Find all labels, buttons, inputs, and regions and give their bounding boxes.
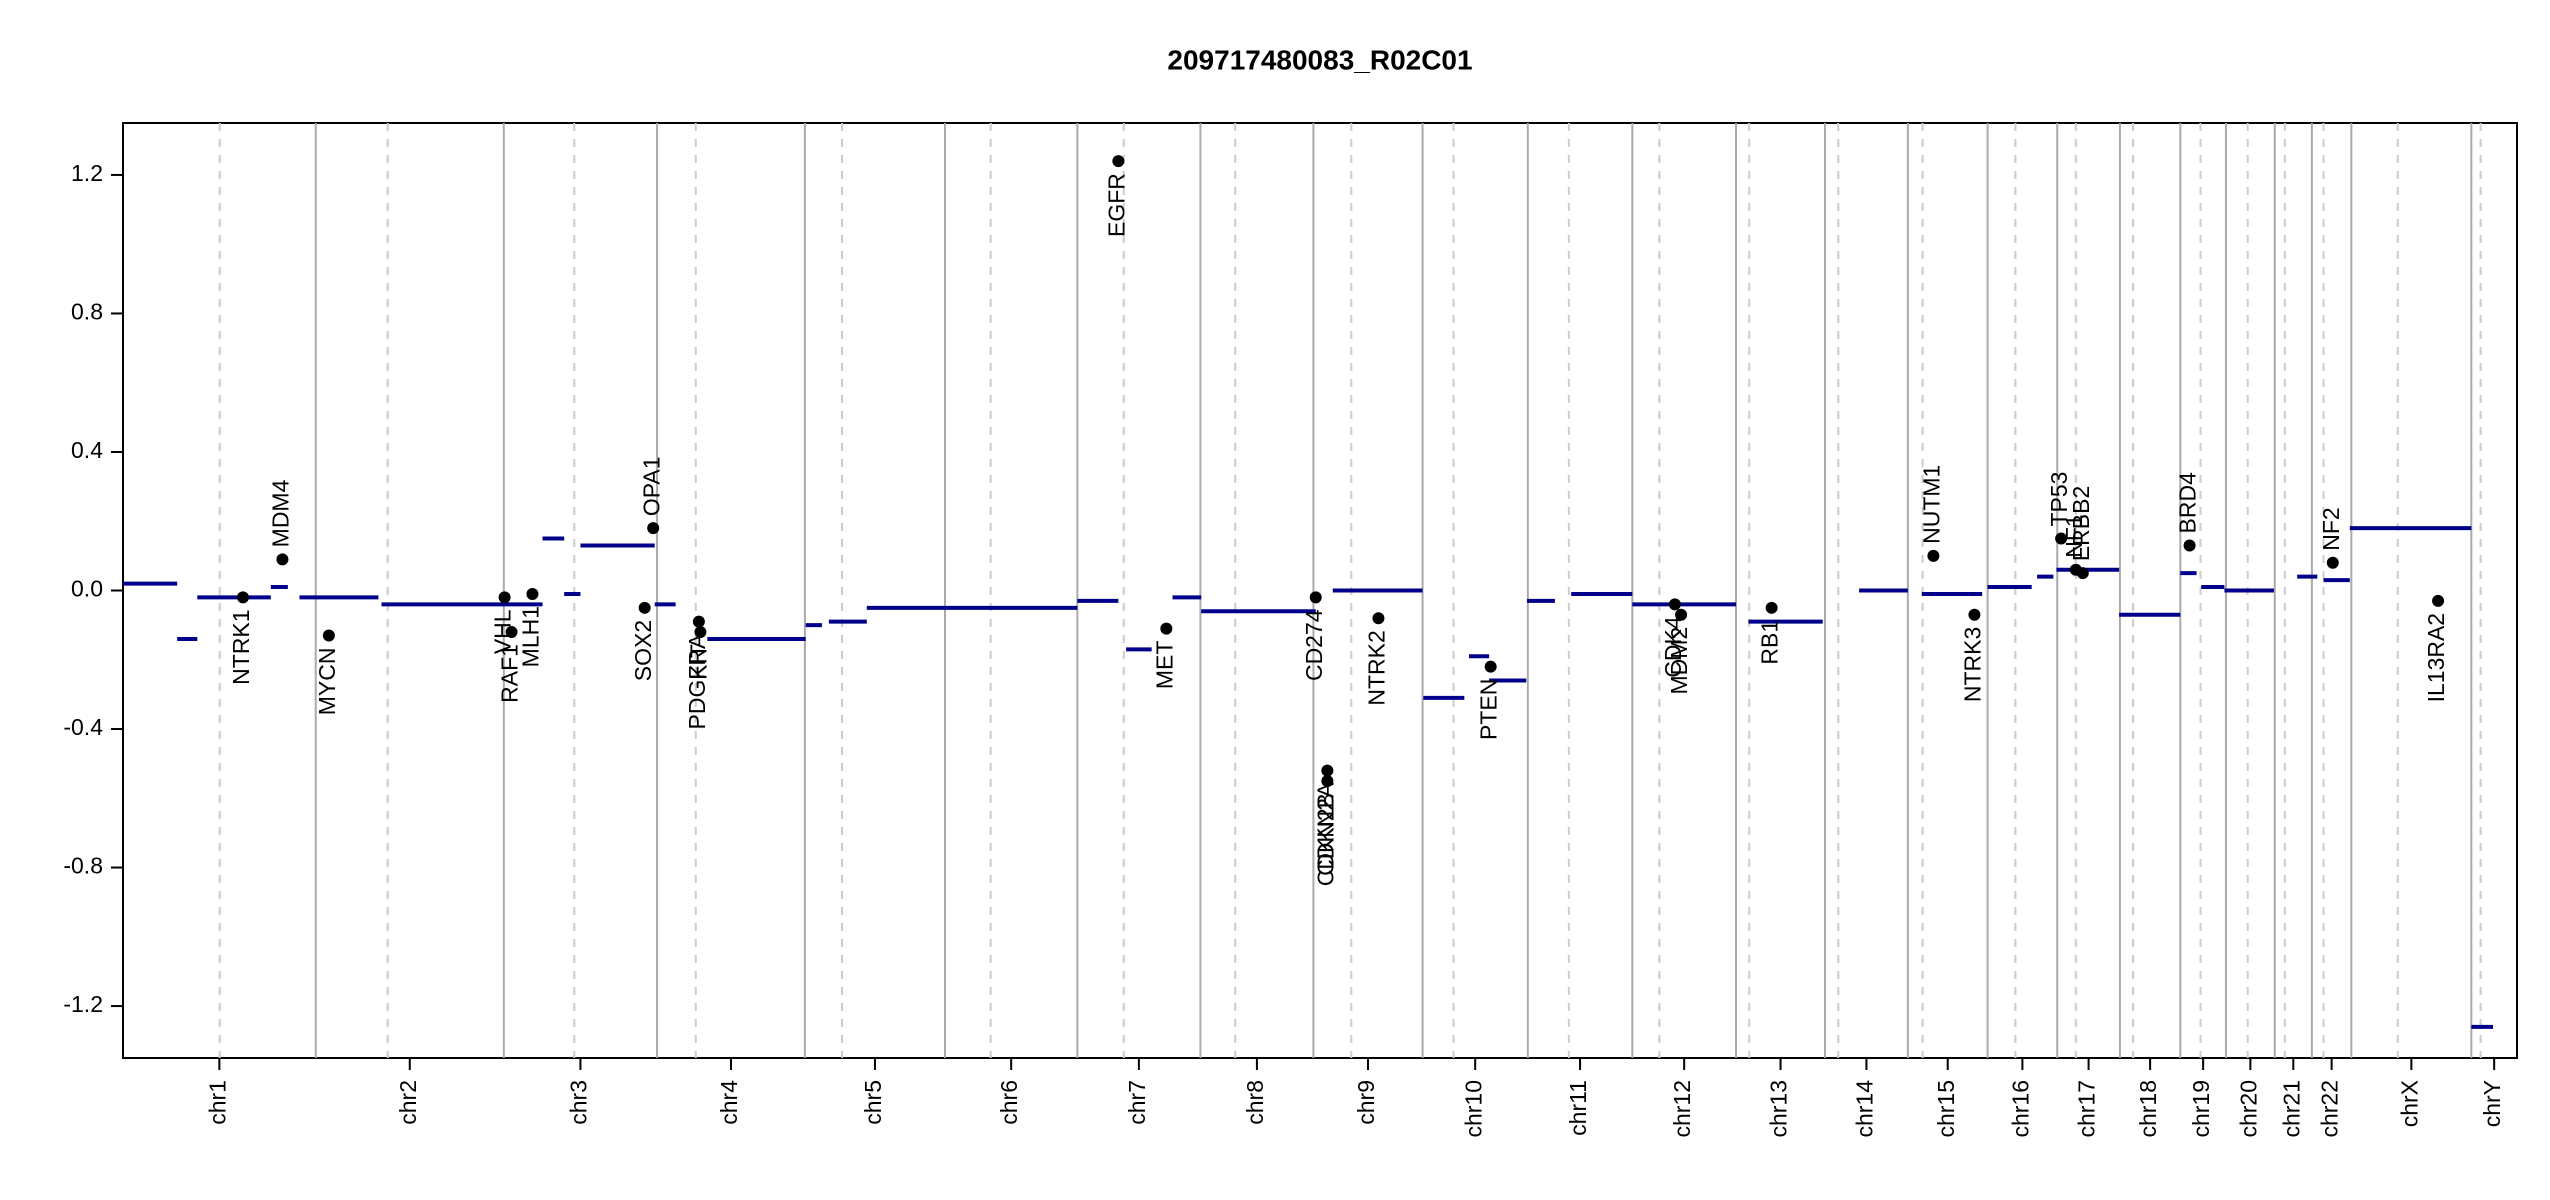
x-tick-label: chr15 [1933,1080,1959,1138]
x-tick-label: chr13 [1766,1080,1792,1138]
x-tick-label: chr16 [2007,1080,2033,1138]
gene-point [1484,660,1497,673]
gene-point [2076,567,2089,580]
gene-point [1372,612,1385,625]
gene-point [2432,594,2445,607]
y-tick-label: -0.4 [63,714,103,740]
gene-point [1675,608,1688,621]
gene-label: MYCN [314,648,340,716]
gene-label: NF1 [2061,514,2087,557]
gene-point [1112,155,1125,168]
chart-title: 209717480083_R02C01 [1167,44,1472,75]
gene-label: NUTM1 [1918,465,1944,544]
gene-label: CDK4 [1660,616,1686,678]
x-tick-label: chr21 [2278,1080,2304,1138]
gene-label: CDKN2B [1312,793,1338,886]
gene-point [505,626,518,639]
y-tick-label: 1.2 [71,160,103,186]
gene-label: MDM2 [1666,627,1692,695]
x-tick-label: chr6 [996,1080,1022,1125]
gene-point [1668,598,1681,611]
x-tick-label: chr17 [2074,1080,2100,1138]
x-tick-label: chr14 [1852,1080,1878,1138]
gene-point [526,587,539,600]
x-tick-label: chr18 [2135,1080,2161,1138]
gene-point [1321,774,1334,787]
gene-point [276,553,289,566]
x-tick-label: chr7 [1124,1080,1150,1125]
y-tick-label: 0.4 [71,437,103,463]
gene-label: EGFR [1103,173,1129,237]
gene-label: NTRK2 [1364,630,1390,705]
x-tick-label: chrX [2396,1080,2422,1127]
y-tick-label: -0.8 [63,853,103,879]
gene-label: NTRK1 [228,609,254,684]
x-tick-label: chr22 [2317,1080,2343,1138]
x-tick-label: chr2 [395,1080,421,1125]
x-tick-label: chr1 [204,1080,230,1125]
gene-point [498,591,511,604]
x-tick-label: chr8 [1242,1080,1268,1125]
x-tick-label: chr10 [1460,1080,1486,1138]
plot-frame [122,122,2518,1059]
gene-point [647,522,660,535]
gene-point [2183,539,2196,552]
gene-point [1765,601,1778,614]
x-tick-label: chr5 [860,1080,886,1125]
gene-point [694,626,707,639]
gene-label: RAF1 [497,644,523,703]
x-tick-label: chr12 [1669,1080,1695,1138]
gene-point [322,629,335,642]
gene-label: MDM4 [268,479,294,547]
gene-point [1927,549,1940,562]
x-tick-label: chrY [2479,1080,2505,1127]
gene-point [2055,532,2068,545]
gene-point [1309,591,1322,604]
gene-label: NF2 [2318,507,2344,550]
x-tick-label: chr4 [716,1080,742,1125]
x-tick-label: chr19 [2188,1080,2214,1138]
gene-label: MET [1151,641,1177,690]
gene-label: RB1 [1757,620,1783,665]
gene-point [692,615,705,628]
x-tick-label: chr20 [2235,1080,2261,1138]
gene-point [1321,764,1334,777]
gene-label: NTRK3 [1960,627,1986,702]
gene-point [236,591,249,604]
x-tick-label: chr9 [1353,1080,1379,1125]
gene-label: CD274 [1301,609,1327,681]
gene-label: BRD4 [2175,472,2201,534]
y-tick-label: 0.0 [71,576,103,602]
gene-point [638,601,651,614]
x-tick-label: chr11 [1565,1080,1591,1136]
gene-label: CDKN2A [1312,782,1338,876]
y-tick-label: -1.2 [63,991,103,1017]
gene-label: SOX2 [630,620,656,681]
gene-label: PDGFRA [684,633,710,730]
gene-label: IL13RA2 [2423,613,2449,703]
gene-point [2326,556,2339,569]
gene-label: OPA1 [638,457,664,517]
x-tick-label: chr3 [566,1080,592,1125]
gene-label: KIT [685,644,711,680]
gene-label: MLH1 [518,606,544,667]
gene-label: ERBB2 [2068,486,2094,561]
gene-point [1160,622,1173,635]
gene-label: PTEN [1476,679,1502,740]
gene-point [1968,608,1981,621]
gene-label: TP53 [2046,472,2072,527]
y-tick-label: 0.8 [71,299,103,325]
